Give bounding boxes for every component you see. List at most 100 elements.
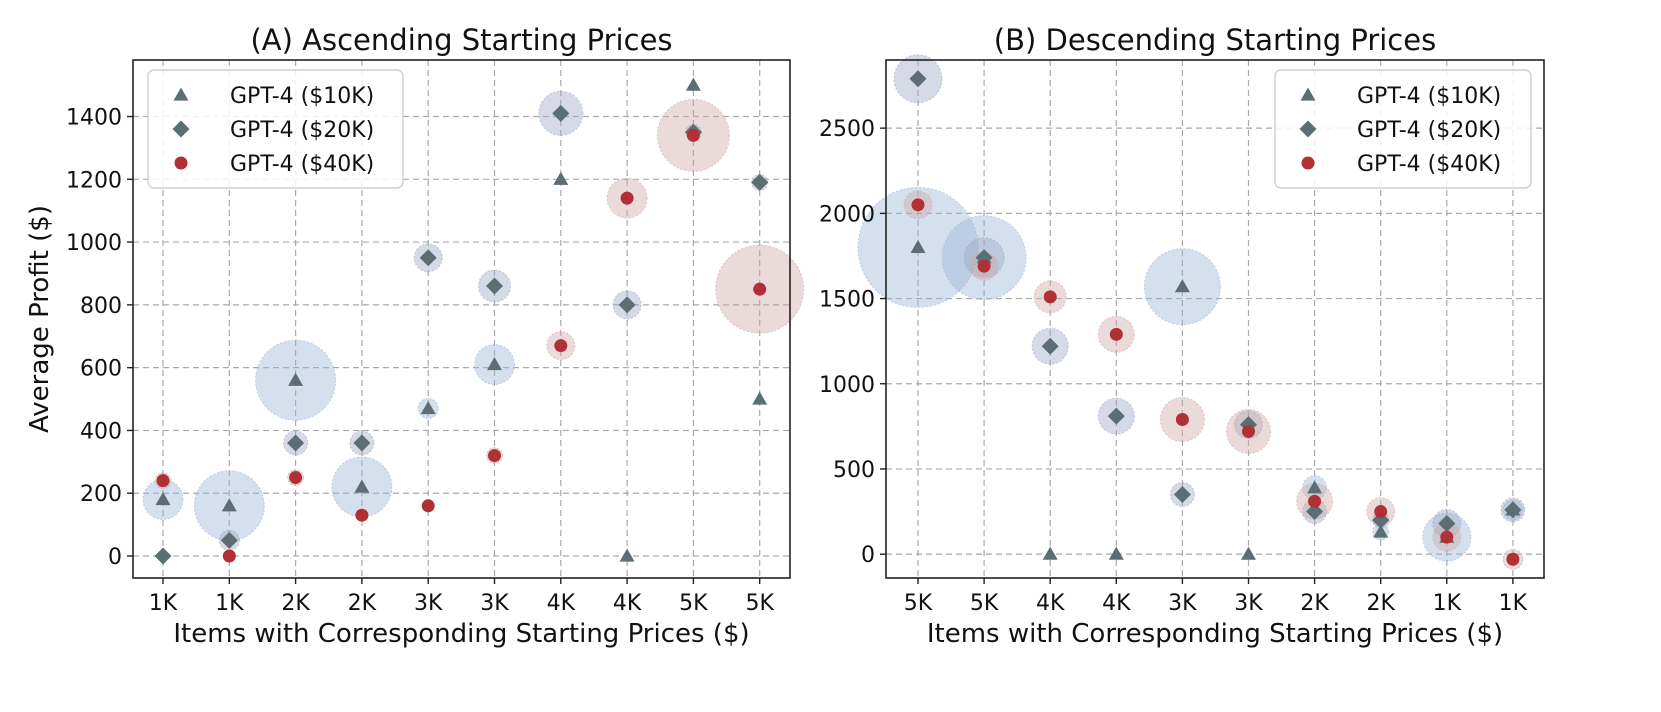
data-points (909, 70, 1522, 566)
y-tick-label: 2500 (819, 117, 875, 142)
data-point (421, 499, 435, 513)
data-point (685, 77, 701, 91)
data-point (486, 277, 503, 295)
data-point (487, 357, 502, 371)
legend-label: GPT-4 ($20K) (1357, 118, 1501, 143)
y-tick-label: 400 (80, 419, 122, 444)
x-tick-label: 1K (1433, 591, 1462, 616)
legend-box (147, 69, 404, 189)
data-point (977, 259, 991, 273)
x-tick-label: 4K (1102, 591, 1131, 616)
data-point (1042, 546, 1058, 560)
y-tick-label: 500 (833, 458, 875, 483)
plot-frame (885, 59, 1545, 579)
legend: GPT-4 ($10K) GPT-4 ($20K) GPT-4 ($40K) (147, 69, 404, 189)
data-point (287, 434, 305, 452)
data-point (1308, 494, 1322, 508)
data-point (354, 479, 370, 493)
x-tick-label: 2K (281, 591, 310, 616)
y-tick-label: 800 (80, 294, 122, 319)
x-tick-label: 2K (348, 591, 377, 616)
data-point (156, 474, 170, 488)
data-point (1307, 480, 1323, 494)
data-points (154, 77, 769, 565)
x-tick-label: 4K (613, 591, 642, 616)
x-tick-label: 5K (970, 591, 999, 616)
data-point (289, 471, 303, 485)
data-point (222, 549, 236, 563)
y-tick-label: 1200 (66, 168, 122, 193)
data-point (420, 400, 436, 415)
plot-frame (132, 59, 791, 579)
data-point (909, 70, 927, 88)
panel-b: 5K 5K 4K 4K 3K 3K 2K 2K 1K 1K 0 500 1000 1500 2000 2500… (819, 23, 1545, 649)
legend-label: GPT-4 ($20K) (230, 118, 374, 143)
data-point (1373, 524, 1389, 538)
x-tick-label: 1K (215, 591, 244, 616)
data-point (1109, 327, 1123, 341)
data-point (1242, 424, 1255, 438)
y-tick-label: 1000 (66, 231, 122, 256)
data-point (552, 104, 570, 122)
x-tick-label: 3K (1168, 591, 1197, 616)
x-tick-label: 2K (1300, 591, 1329, 616)
y-tick-label: 0 (108, 545, 122, 570)
data-point (1173, 486, 1191, 504)
data-point (911, 198, 925, 212)
data-point (355, 508, 369, 522)
data-point (1504, 501, 1522, 519)
legend-marker (172, 120, 190, 138)
legend-label: GPT-4 ($40K) (230, 152, 374, 177)
x-tick-label: 2K (1366, 591, 1395, 616)
data-point (1440, 530, 1454, 544)
legend-label: GPT-4 ($10K) (230, 84, 374, 109)
chart-title: (B) Descending Starting Prices (994, 23, 1436, 57)
y-tick-label: 1400 (66, 106, 122, 131)
legend-label: GPT-4 ($40K) (1357, 152, 1501, 177)
data-point (553, 171, 569, 185)
x-tick-label: 1K (149, 591, 178, 616)
data-point (910, 239, 926, 254)
data-point (221, 498, 237, 512)
data-point (1438, 514, 1456, 532)
x-axis-label: Items with Corresponding Starting Prices… (927, 619, 1503, 649)
data-point (753, 282, 767, 296)
data-point (751, 173, 769, 191)
y-tick-label: 1500 (819, 288, 875, 313)
x-tick-label: 4K (547, 591, 576, 616)
y-tick-label: 2000 (819, 202, 875, 227)
data-point (288, 372, 304, 386)
data-point (554, 339, 568, 353)
data-point (618, 296, 636, 314)
legend-marker (174, 156, 188, 170)
x-tick-label: 3K (480, 591, 509, 616)
data-point (1374, 505, 1388, 519)
x-tick-label: 1K (1499, 591, 1528, 616)
legend-marker (1300, 87, 1316, 101)
data-point (419, 249, 437, 267)
data-point (686, 128, 700, 142)
data-point (1175, 413, 1189, 427)
data-point (1043, 290, 1057, 304)
legend: GPT-4 ($10K) GPT-4 ($20K) GPT-4 ($40K) (1274, 69, 1532, 189)
x-axis-label: Items with Corresponding Starting Prices… (173, 619, 749, 649)
legend-marker (1299, 120, 1317, 138)
data-point (1108, 546, 1124, 560)
data-point (752, 391, 768, 405)
data-point (155, 492, 171, 506)
data-point (1306, 503, 1324, 521)
y-tick-label: 200 (80, 482, 122, 507)
x-tick-label: 5K (679, 591, 708, 616)
legend-marker (173, 87, 189, 101)
data-point (1241, 546, 1256, 560)
data-point (1506, 552, 1520, 566)
y-tick-label: 0 (861, 543, 875, 568)
x-tick-label: 4K (1036, 591, 1065, 616)
data-point (619, 548, 635, 562)
chart-title: (A) Ascending Starting Prices (250, 23, 672, 57)
x-tick-label: 5K (904, 591, 933, 616)
data-point (1107, 407, 1125, 425)
x-tick-label: 5K (745, 591, 774, 616)
data-point (154, 547, 172, 565)
